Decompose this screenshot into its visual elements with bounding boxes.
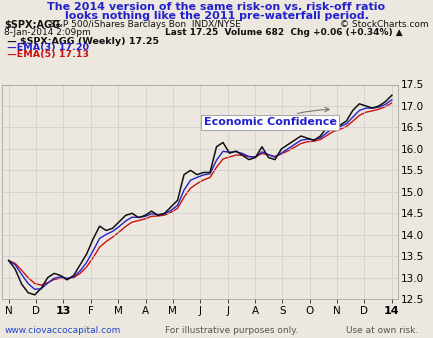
Text: Last 17.25  Volume 682  Chg +0.06 (+0.34%) ▲: Last 17.25 Volume 682 Chg +0.06 (+0.34%)… [165, 28, 402, 38]
Text: looks nothing like the 2011 pre-waterfall period.: looks nothing like the 2011 pre-waterfal… [65, 11, 368, 21]
Text: www.ciovaccocapital.com: www.ciovaccocapital.com [4, 325, 121, 335]
Text: — $SPX:AGG (Weekly) 17.25: — $SPX:AGG (Weekly) 17.25 [4, 37, 159, 46]
Text: S&P 500/iShares Barclays Bon  INDX/NYSE: S&P 500/iShares Barclays Bon INDX/NYSE [50, 20, 241, 29]
Text: The 2014 version of the same risk-on vs. risk-off ratio: The 2014 version of the same risk-on vs.… [48, 2, 385, 12]
Text: Economic Confidence: Economic Confidence [204, 107, 336, 127]
Text: —EMA(5) 17.13: —EMA(5) 17.13 [4, 50, 89, 59]
Text: For illustrative purposes only.: For illustrative purposes only. [165, 325, 298, 335]
Text: $SPX:AGG: $SPX:AGG [4, 20, 60, 30]
Text: —EMA(3) 17.20: —EMA(3) 17.20 [4, 43, 89, 52]
Text: Use at own risk.: Use at own risk. [346, 325, 419, 335]
Text: © StockCharts.com: © StockCharts.com [340, 20, 429, 29]
Text: 8-Jan-2014 2:09pm: 8-Jan-2014 2:09pm [4, 28, 91, 38]
